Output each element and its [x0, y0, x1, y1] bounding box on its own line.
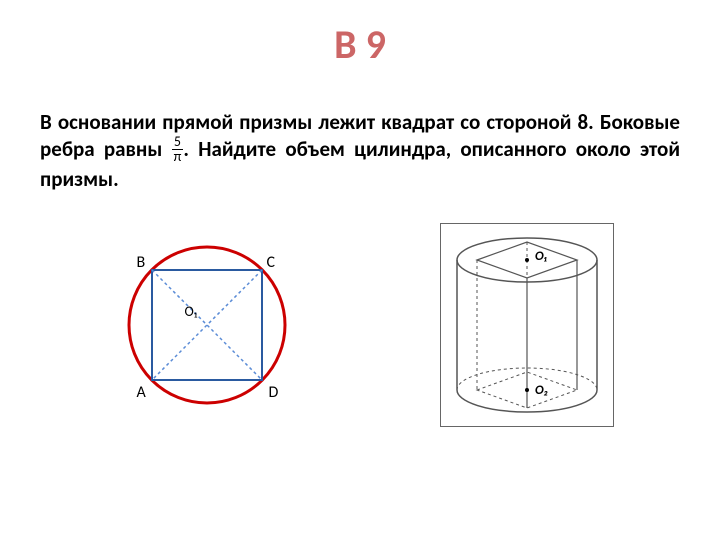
- fraction: 5π: [172, 135, 184, 164]
- center-o2-dot: [525, 388, 529, 392]
- label-d: D: [269, 383, 279, 402]
- center-o1-dot: [525, 258, 529, 262]
- problem-text: В основании прямой призмы лежит квадрат …: [0, 89, 720, 203]
- label-a: A: [137, 383, 146, 402]
- title: В 9: [0, 20, 720, 69]
- figure-cylinder: O₁ O₂: [440, 223, 614, 427]
- label-o1-right: O₁: [535, 249, 547, 264]
- problem-line1: В основании прямой призмы лежит квадрат …: [40, 109, 594, 135]
- cylinder-svg: O₁ O₂: [447, 230, 607, 420]
- figures-row: B C A D O₁ O₁: [0, 203, 720, 447]
- problem-line2b: . Найдите объем цилиндра,: [183, 136, 451, 162]
- label-o1: O₁: [185, 303, 198, 320]
- label-o2-right: O₂: [535, 383, 548, 398]
- label-c: C: [267, 253, 276, 272]
- figure-circle-square: B C A D O₁: [107, 225, 307, 425]
- fraction-den: π: [172, 150, 184, 164]
- label-b: B: [137, 253, 146, 272]
